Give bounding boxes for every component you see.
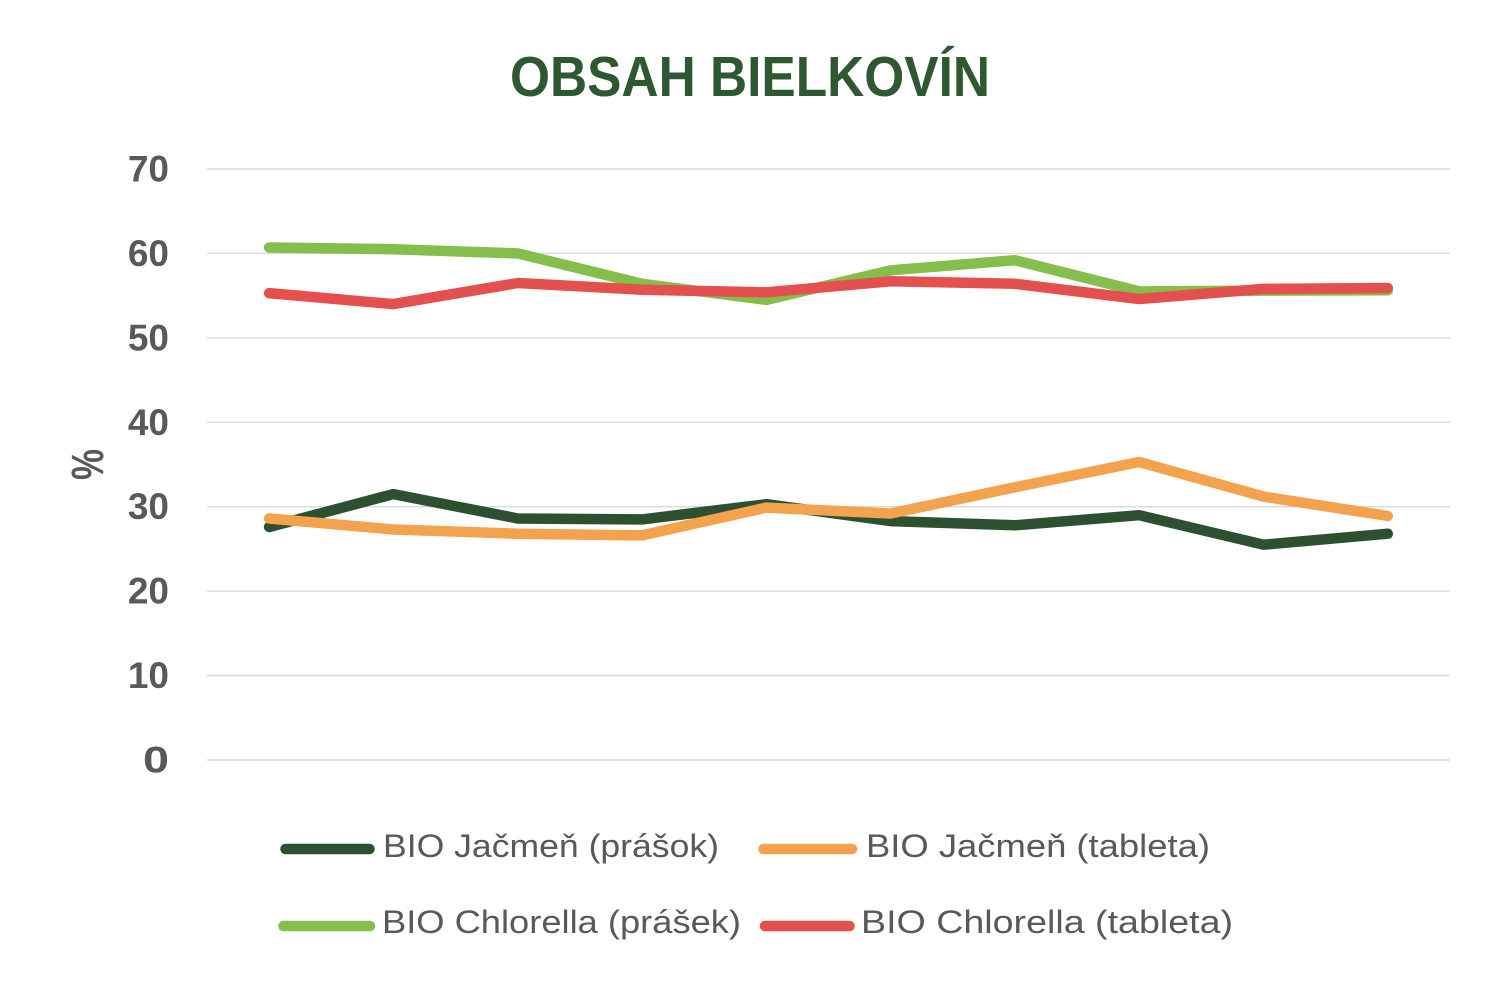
svg-text:10: 10: [128, 655, 169, 696]
svg-text:50: 50: [128, 317, 169, 358]
svg-text:30: 30: [128, 486, 169, 527]
svg-text:0: 0: [143, 740, 169, 781]
svg-text:60: 60: [128, 233, 169, 274]
svg-text:BIO Jačmeň (tableta): BIO Jačmeň (tableta): [866, 828, 1210, 864]
svg-text:70: 70: [128, 149, 169, 190]
svg-text:40: 40: [128, 402, 169, 443]
svg-text:%: %: [62, 449, 113, 480]
svg-text:OBSAH BIELKOVÍN: OBSAH BIELKOVÍN: [510, 45, 990, 109]
svg-text:BIO Jačmeň (prášok): BIO Jačmeň (prášok): [383, 828, 719, 864]
svg-text:BIO Chlorella (tableta): BIO Chlorella (tableta): [861, 904, 1233, 940]
svg-text:BIO Chlorella (prášek): BIO Chlorella (prášek): [382, 904, 741, 940]
svg-text:20: 20: [128, 571, 169, 612]
